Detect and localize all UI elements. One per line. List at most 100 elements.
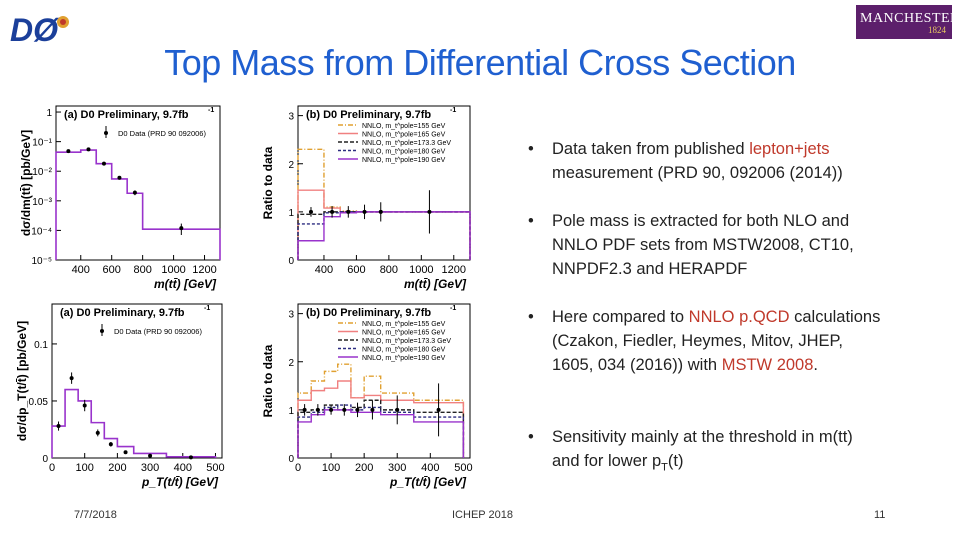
data-point <box>82 403 87 408</box>
data-point <box>148 453 153 458</box>
legend-entry: NNLO, m_t^pole=165 GeV <box>362 132 446 139</box>
legend-entry: NNLO, m_t^pole=155 GeV <box>362 123 446 130</box>
legend-entry: NNLO, m_t^pole=173.3 GeV <box>362 338 451 345</box>
data-point <box>355 407 360 412</box>
y-tick-label: 10⁻² <box>32 167 52 178</box>
legend-entry: NNLO, m_t^pole=165 GeV <box>362 330 446 337</box>
chart-title: (a) D0 Preliminary, 9.7fb <box>64 109 189 121</box>
page-title: Top Mass from Differential Cross Section <box>164 42 796 83</box>
data-point <box>86 147 91 152</box>
x-tick-label: 400 <box>315 264 333 276</box>
x-tick-label: 600 <box>103 264 121 276</box>
footer-conference: ICHEP 2018 <box>452 509 513 521</box>
page-number: 11 <box>874 509 886 521</box>
x-tick-label: 600 <box>347 264 365 276</box>
data-point <box>56 424 61 429</box>
x-tick-label: 300 <box>141 462 159 474</box>
x-tick-label: 500 <box>454 462 472 474</box>
chart-title-superscript: -1 <box>450 107 456 114</box>
legend-entry: D0 Data (PRD 90 092006) <box>114 327 202 336</box>
data-point <box>329 407 334 412</box>
chart-title: (b) D0 Preliminary, 9.7fb <box>306 307 431 319</box>
x-tick-label: 800 <box>380 264 398 276</box>
chart-title-superscript: -1 <box>450 305 456 312</box>
x-tick-label: 500 <box>206 462 224 474</box>
x-tick-label: 1000 <box>161 264 185 276</box>
data-point <box>117 175 122 180</box>
data-point <box>302 407 307 412</box>
x-axis-title: m(tt̄) [GeV] <box>154 277 217 291</box>
y-tick-label: 10⁻³ <box>32 197 52 208</box>
y-tick-label: 0 <box>288 454 294 465</box>
ratio-histogram <box>297 380 465 458</box>
x-tick-label: 400 <box>174 462 192 474</box>
y-tick-label: 1 <box>288 208 294 219</box>
plot-frame <box>51 303 223 459</box>
y-tick-label: 3 <box>288 112 294 123</box>
legend-entry: D0 Data (PRD 90 092006) <box>118 129 206 138</box>
data-point <box>370 407 375 412</box>
data-point <box>346 209 351 214</box>
y-tick-label: 3 <box>288 310 294 321</box>
y-tick-label: 2 <box>288 160 294 171</box>
chart-title: (a) D0 Preliminary, 9.7fb <box>60 307 185 319</box>
legend-entry: NNLO, m_t^pole=190 GeV <box>362 355 446 362</box>
plot-frame <box>297 303 471 459</box>
x-tick-label: 800 <box>133 264 151 276</box>
data-point <box>330 209 335 214</box>
x-axis-title: p_T(t/t̄) [GeV] <box>389 475 467 489</box>
y-axis-title: dσ/dm(tt̄) [pb/GeV] <box>19 130 33 236</box>
ratio-histogram <box>297 211 471 260</box>
y-tick-label: 0.05 <box>29 397 49 408</box>
data-point <box>342 407 347 412</box>
figure-panel: 400 600 800 1000 120010⁻⁵10⁻⁴10⁻³10⁻²10⁻¹1m(… <box>15 105 473 489</box>
y-tick-label: 10⁻¹ <box>32 138 52 149</box>
legend-entry: NNLO, m_t^pole=173.3 GeV <box>362 140 451 147</box>
data-point <box>123 450 128 455</box>
legend-entry: NNLO, m_t^pole=180 GeV <box>362 347 446 354</box>
x-axis-title: m(tt̄) [GeV] <box>404 277 467 291</box>
theory-histogram <box>51 388 217 458</box>
data-point <box>66 149 71 154</box>
x-tick-label: 200 <box>355 462 373 474</box>
y-axis-title: Ratio to data <box>261 146 275 219</box>
data-point <box>308 209 313 214</box>
x-tick-label: 100 <box>322 462 340 474</box>
x-tick-label: 400 <box>72 264 90 276</box>
data-point <box>188 455 193 460</box>
data-point <box>101 161 106 166</box>
data-point <box>108 442 113 447</box>
x-tick-label: 300 <box>388 462 406 474</box>
data-point <box>395 407 400 412</box>
data-point <box>427 209 432 214</box>
x-axis-title: p_T(t/t̄) [GeV] <box>141 475 219 489</box>
legend-marker <box>104 131 108 135</box>
y-tick-label: 2 <box>288 358 294 369</box>
data-point <box>95 430 100 435</box>
x-tick-label: 0 <box>295 462 301 474</box>
data-point <box>436 407 441 412</box>
svg-text:DØ: DØ <box>10 12 59 46</box>
y-axis-title: Ratio to data <box>261 344 275 417</box>
footer-date: 7/7/2018 <box>74 509 117 521</box>
y-tick-label: 0 <box>42 454 48 465</box>
y-tick-label: 0 <box>288 256 294 267</box>
x-tick-label: 0 <box>49 462 55 474</box>
chart-title: (b) D0 Preliminary, 9.7fb <box>306 109 431 121</box>
data-point <box>179 226 184 231</box>
chart-title-superscript: -1 <box>204 305 210 312</box>
chart-title-superscript: -1 <box>208 107 214 114</box>
y-tick-label: 10⁻⁵ <box>31 256 52 267</box>
data-point <box>315 407 320 412</box>
y-tick-label: 1 <box>46 108 52 119</box>
y-tick-label: 10⁻⁴ <box>31 226 52 237</box>
ratio-histogram <box>297 409 465 458</box>
legend-entry: NNLO, m_t^pole=180 GeV <box>362 149 446 156</box>
x-tick-label: 100 <box>76 462 94 474</box>
x-tick-label: 400 <box>421 462 439 474</box>
theory-histogram <box>55 149 221 260</box>
data-point <box>362 209 367 214</box>
legend-entry: NNLO, m_t^pole=155 GeV <box>362 321 446 328</box>
x-tick-label: 1000 <box>409 264 433 276</box>
ratio-histogram <box>297 399 465 458</box>
